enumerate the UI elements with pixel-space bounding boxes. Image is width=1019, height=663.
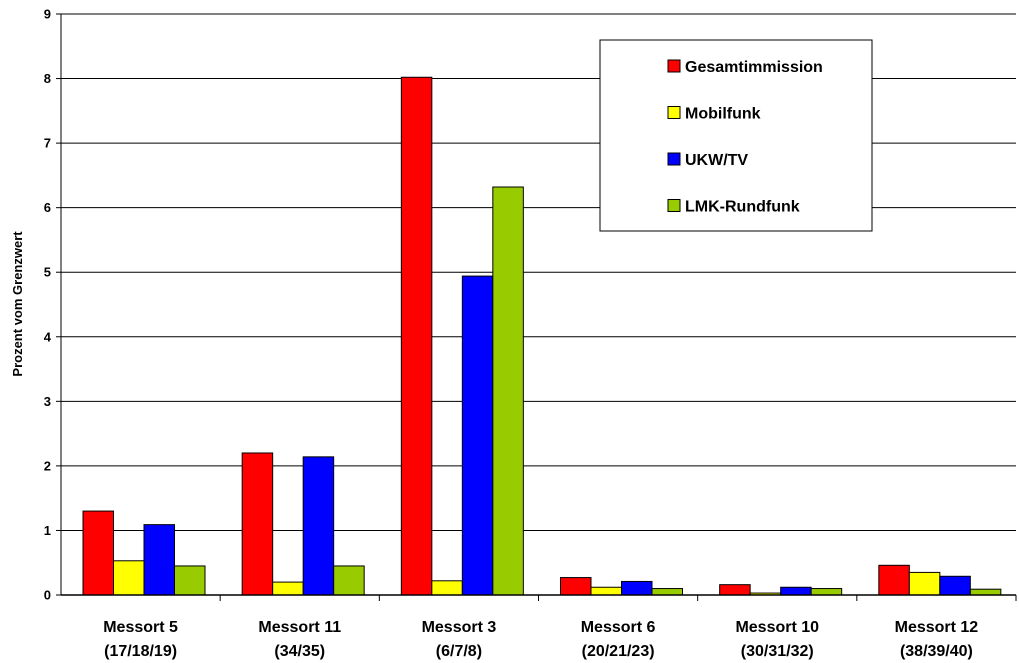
legend-label: Mobilfunk	[685, 106, 761, 123]
y-tick-label: 9	[44, 7, 51, 22]
gridlines	[61, 13, 1016, 531]
x-category-sublabel: (34/35)	[274, 643, 325, 660]
bar-lmk-rundfunk	[333, 565, 365, 596]
axes	[60, 14, 1017, 601]
bar-mobilfunk	[908, 571, 941, 596]
x-category-label: Messort 6	[581, 619, 656, 636]
bar-lmk-rundfunk	[492, 186, 524, 596]
bar-ukw-tv	[461, 275, 494, 596]
bar-ukw-tv	[302, 456, 335, 596]
legend-swatch	[667, 152, 681, 166]
x-category-label: Messort 12	[895, 619, 979, 636]
x-category-sublabel: (20/21/23)	[582, 643, 655, 660]
bar-lmk-rundfunk	[174, 565, 206, 596]
bar-mobilfunk	[272, 581, 304, 596]
bar-gesamtimmission	[878, 564, 910, 596]
legend-label: LMK-Rundfunk	[685, 199, 800, 216]
bar-ukw-tv	[939, 575, 971, 596]
bar-lmk-rundfunk	[651, 588, 683, 596]
legend: Gesamtimmission Mobilfunk UKW/TV LMK-Rundfu…	[599, 39, 873, 232]
bar-lmk-rundfunk	[969, 588, 1002, 596]
legend-swatch	[667, 59, 681, 73]
y-tick-label: 6	[44, 200, 51, 215]
x-category-sublabel: (6/7/8)	[436, 643, 482, 660]
x-category-sublabel: (38/39/40)	[900, 643, 973, 660]
bar-ukw-tv	[780, 586, 812, 596]
y-tick-label: 8	[44, 71, 51, 86]
x-category-sublabel: (30/31/32)	[741, 643, 814, 660]
x-category-label: Messort 3	[422, 619, 497, 636]
legend-label: Gesamtimmission	[685, 59, 823, 76]
legend-swatch	[667, 106, 681, 119]
bar-gesamtimmission	[719, 584, 751, 596]
bar-gesamtimmission	[560, 577, 592, 596]
y-tick-label: 0	[44, 588, 51, 603]
legend-box	[599, 39, 873, 232]
x-category-label: Messort 10	[735, 619, 819, 636]
x-category-sublabel: (17/18/19)	[104, 643, 177, 660]
bar-mobilfunk	[431, 580, 463, 596]
bars	[82, 76, 1002, 596]
x-category-label: Messort 5	[103, 619, 178, 636]
bar-gesamtimmission	[400, 76, 433, 596]
y-axis-ticks: 0 1 2 3 4 5 6 7 8 9	[44, 7, 61, 603]
bar-ukw-tv	[143, 524, 175, 596]
x-category-label: Messort 11	[258, 619, 341, 636]
bar-mobilfunk	[590, 586, 622, 596]
y-tick-label: 7	[44, 136, 51, 151]
bar-mobilfunk	[113, 560, 145, 596]
legend-label: UKW/TV	[685, 152, 748, 169]
y-tick-label: 1	[44, 523, 51, 538]
bar-gesamtimmission	[82, 510, 114, 596]
y-axis-label: Prozent vom Grenzwert	[10, 231, 25, 377]
bar-gesamtimmission	[241, 452, 274, 596]
bar-lmk-rundfunk	[810, 588, 843, 596]
y-tick-label: 3	[44, 394, 51, 409]
y-tick-label: 4	[44, 329, 52, 344]
y-tick-label: 5	[44, 265, 51, 280]
bar-ukw-tv	[621, 580, 653, 596]
x-axis-labels: Messort 5 (17/18/19) Messort 11 (34/35) Mess…	[103, 619, 978, 660]
y-tick-label: 2	[44, 458, 51, 473]
legend-swatch	[667, 199, 681, 212]
